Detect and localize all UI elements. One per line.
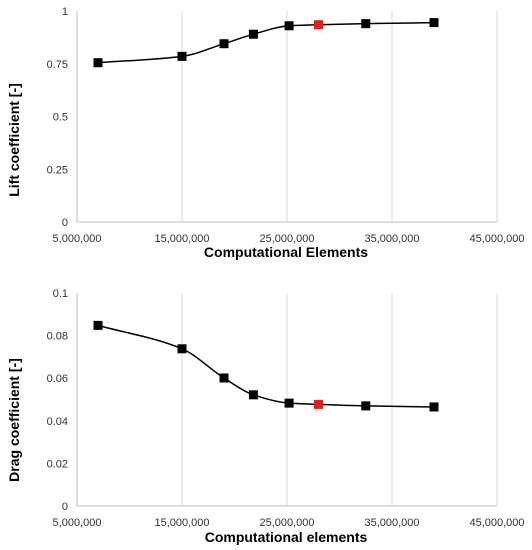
- data-point: [248, 390, 258, 400]
- x-tick-label: 35,000,000: [364, 233, 419, 245]
- y-tick-label: 0: [62, 217, 68, 229]
- drag-y-axis-label: Drag coefficient [-]: [6, 358, 22, 482]
- data-point: [248, 29, 258, 39]
- x-tick-label: 45,000,000: [469, 233, 524, 245]
- lift-axes: [76, 11, 497, 223]
- y-tick-label: 0.1: [53, 288, 68, 300]
- x-tick-label: 25,000,000: [259, 233, 314, 245]
- drag-gridlines: [181, 293, 498, 506]
- lift-y-tick-labels: 0 0.25 0.5 0.75 1: [47, 6, 68, 229]
- lift-y-axis-label: Lift coefficient [-]: [6, 83, 22, 197]
- drag-y-tick-labels: 0 0.02 0.04 0.06 0.08 0.1: [47, 288, 68, 513]
- y-tick-label: 0.08: [47, 331, 68, 343]
- data-point: [429, 18, 439, 28]
- lift-x-axis-label: Computational Elements: [204, 244, 368, 260]
- lift-series-line: [97, 21, 435, 64]
- data-point: [361, 401, 371, 411]
- lift-chart: 0 0.25 0.5 0.75 1 5,000,000 15,000,000 25,000,…: [6, 6, 525, 260]
- x-tick-label: 45,000,000: [469, 517, 524, 529]
- y-tick-label: 0.75: [47, 59, 68, 71]
- x-tick-label: 25,000,000: [259, 517, 314, 529]
- data-point: [219, 39, 229, 49]
- y-tick-label: 0.25: [47, 164, 68, 176]
- data-point: [284, 21, 294, 31]
- x-tick-label: 15,000,000: [154, 233, 209, 245]
- data-point: [177, 51, 187, 61]
- highlighted-data-point: [314, 399, 323, 409]
- drag-x-tick-labels: 5,000,000 15,000,000 25,000,000 35,000,000 4…: [53, 517, 525, 529]
- data-point: [429, 402, 439, 412]
- drag-markers: [93, 320, 439, 412]
- data-point: [284, 398, 294, 408]
- highlighted-data-point: [314, 20, 323, 30]
- y-tick-label: 1: [62, 6, 68, 18]
- data-point: [361, 19, 371, 29]
- y-tick-label: 0: [62, 501, 68, 513]
- data-point: [219, 373, 229, 383]
- data-point: [177, 344, 187, 354]
- lift-x-tick-labels: 5,000,000 15,000,000 25,000,000 35,000,000 4…: [53, 233, 525, 245]
- drag-x-axis-label: Computational elements: [205, 529, 368, 545]
- data-point: [93, 320, 103, 330]
- y-tick-label: 0.5: [53, 112, 68, 124]
- drag-chart: 0 0.02 0.04 0.06 0.08 0.1 5,000,000 15,000,000…: [6, 288, 525, 545]
- lift-gridlines: [181, 11, 498, 222]
- y-tick-label: 0.06: [47, 373, 68, 385]
- drag-axes: [76, 293, 497, 507]
- y-tick-label: 0.02: [47, 458, 68, 470]
- y-tick-label: 0.04: [47, 416, 68, 428]
- data-point: [93, 58, 103, 68]
- drag-series-line: [97, 324, 435, 408]
- x-tick-label: 35,000,000: [364, 517, 419, 529]
- lift-markers: [93, 18, 439, 68]
- x-tick-label: 5,000,000: [53, 233, 102, 245]
- x-tick-label: 15,000,000: [154, 517, 209, 529]
- x-tick-label: 5,000,000: [53, 517, 102, 529]
